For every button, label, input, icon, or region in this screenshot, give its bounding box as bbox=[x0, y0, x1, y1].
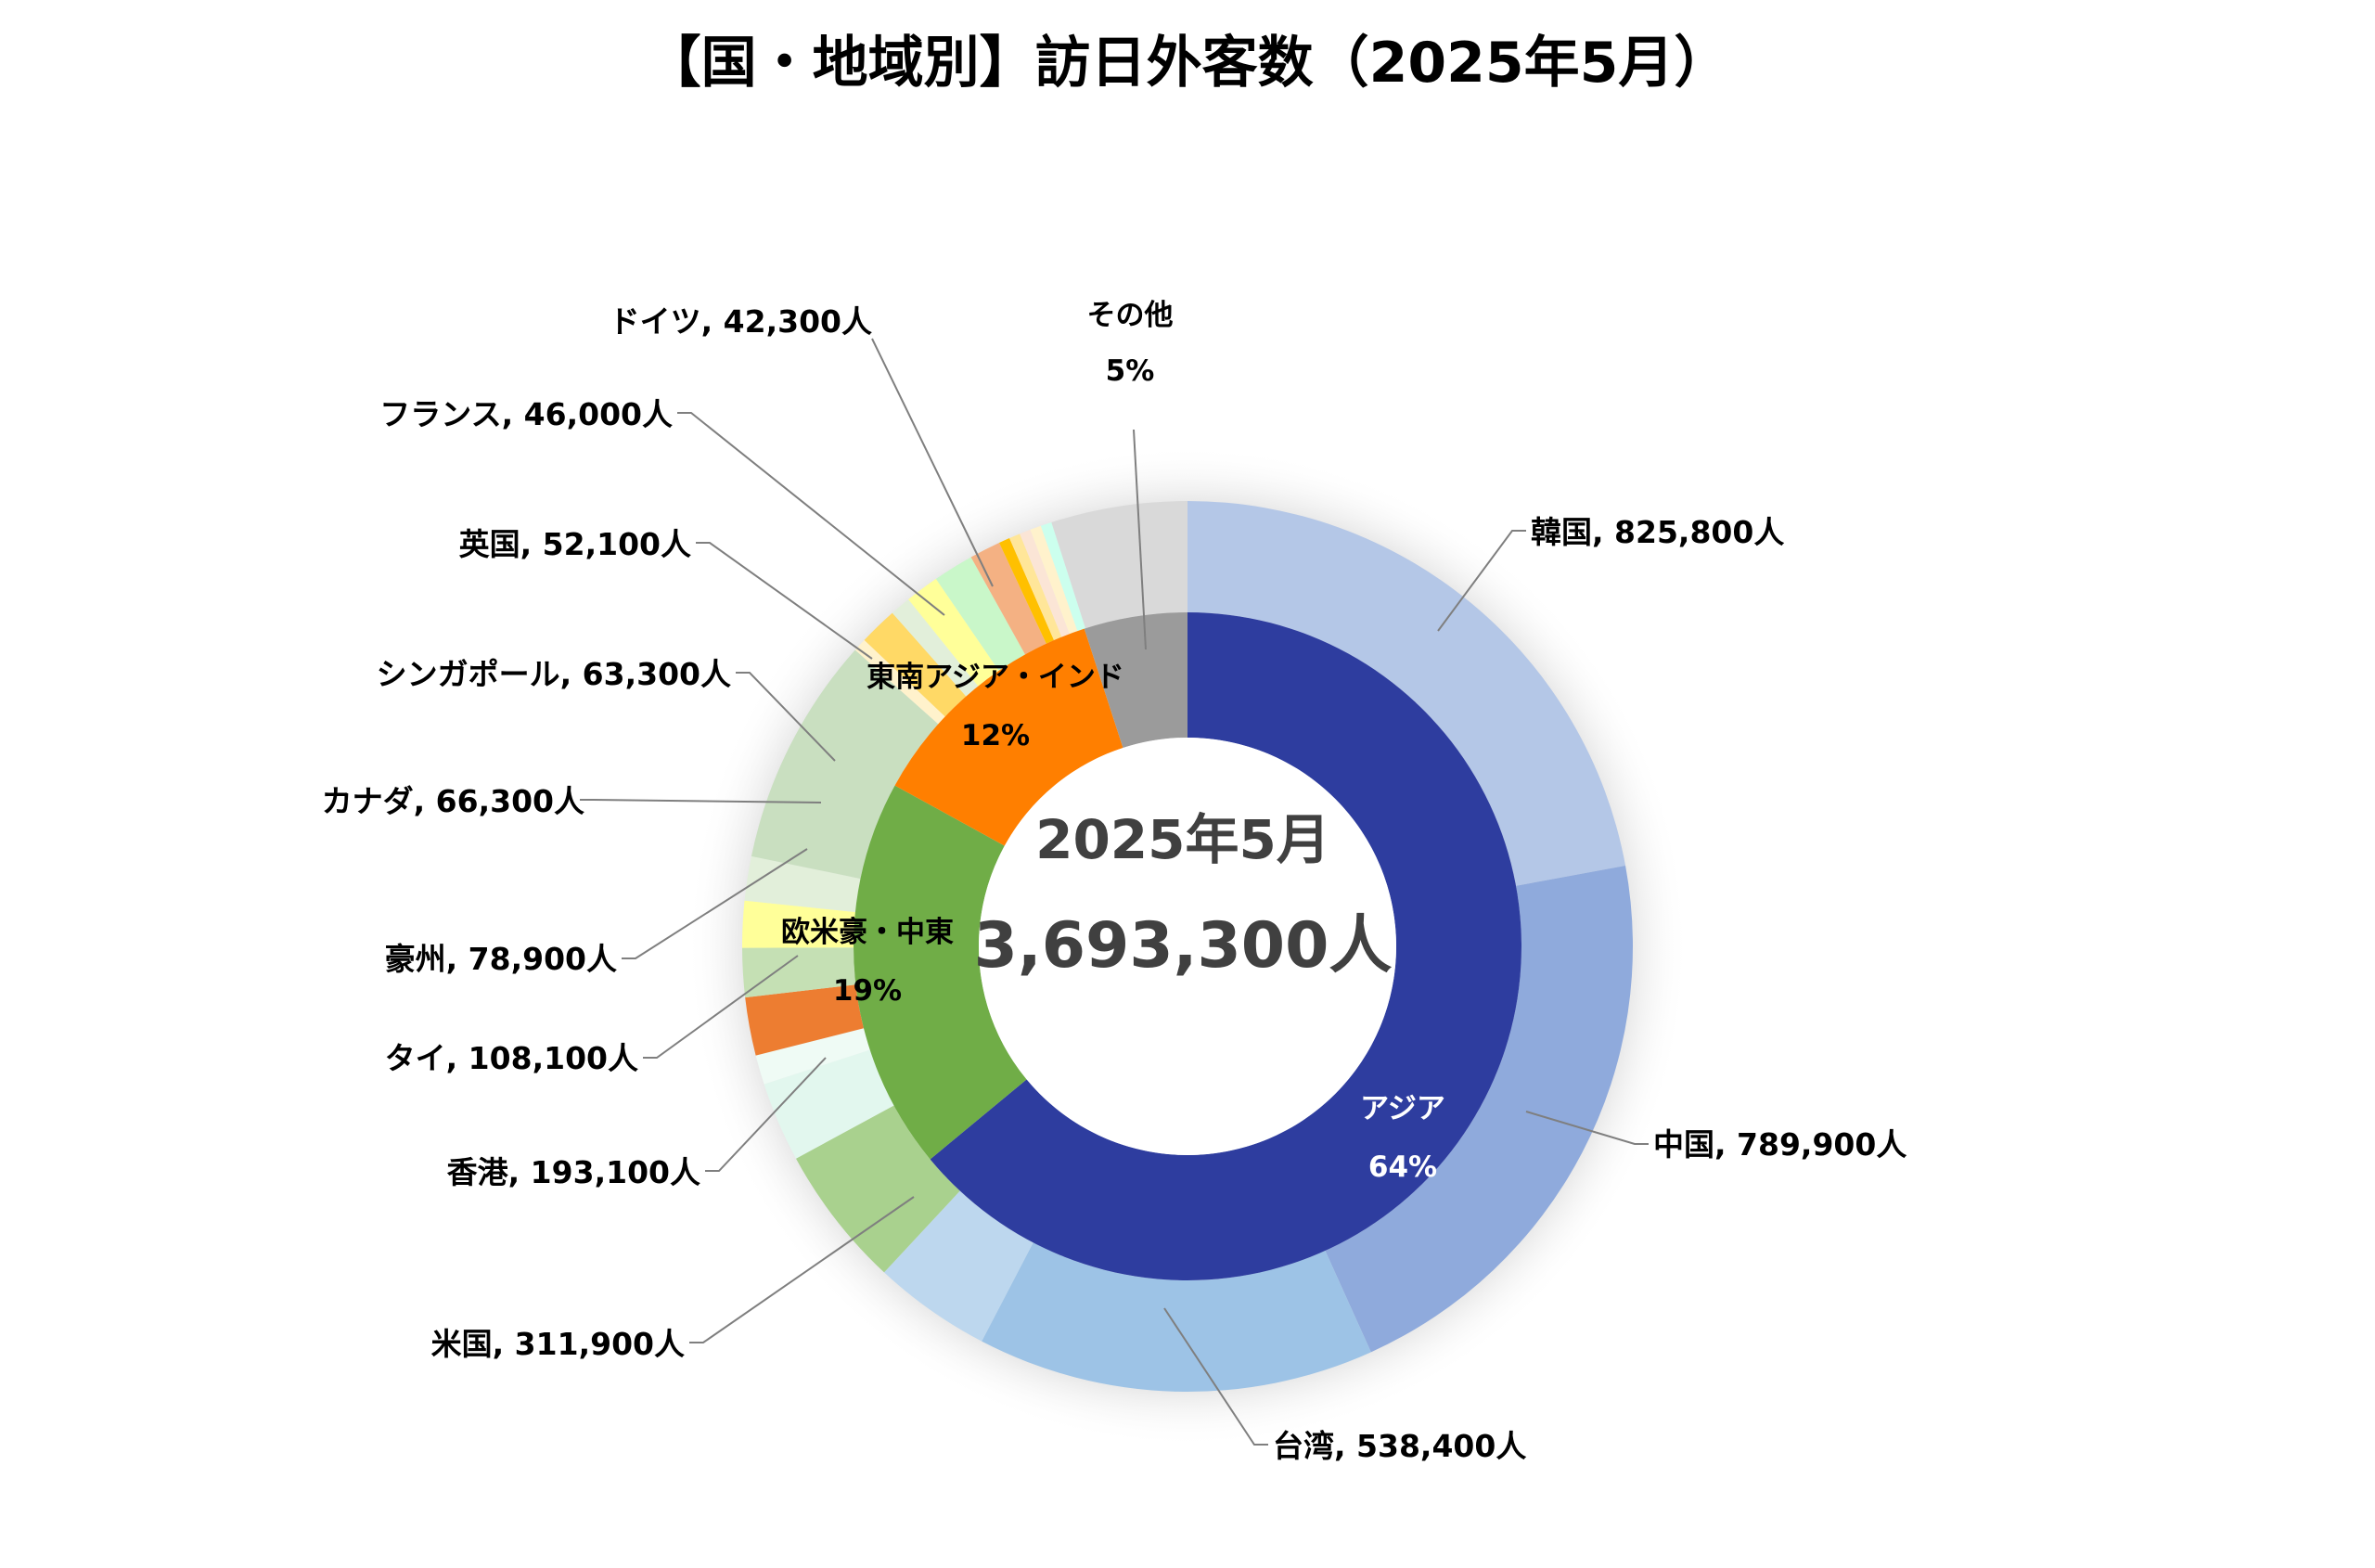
outer-label-1: 中国, 789,900人 bbox=[1653, 1126, 1906, 1163]
outer-label-2: 台湾, 538,400人 bbox=[1273, 1428, 1526, 1464]
outer-label-17: ドイツ, 42,300人 bbox=[610, 303, 872, 340]
outer-label-15: フランス, 46,000人 bbox=[379, 396, 673, 432]
inner-pct-1: 19% bbox=[833, 974, 902, 1008]
outer-slice-19 bbox=[1009, 533, 1062, 641]
outer-label-7: 豪州, 78,900人 bbox=[385, 941, 617, 977]
leader-line-2 bbox=[1163, 1307, 1268, 1446]
outer-slice-17 bbox=[970, 543, 1046, 655]
outer-slice-15 bbox=[908, 578, 999, 687]
inner-pct-3: 5% bbox=[1106, 354, 1155, 388]
leader-line-other bbox=[1133, 429, 1147, 650]
outer-slice-0 bbox=[1188, 501, 1626, 886]
outer-label-0: 韓国, 825,800人 bbox=[1531, 514, 1784, 550]
outer-slice-21 bbox=[1030, 525, 1078, 635]
chart-title: 【国・地域別】訪日外客数（2025年5月） bbox=[646, 31, 1730, 96]
center-month-label: 2025年5月 bbox=[1035, 808, 1330, 871]
leader-lines bbox=[580, 338, 1649, 1446]
outer-slice-18 bbox=[999, 538, 1055, 644]
inner-ring bbox=[854, 612, 1521, 1281]
inner-pct-0: 64% bbox=[1368, 1150, 1437, 1184]
outer-slice-2 bbox=[982, 1242, 1371, 1393]
leader-line-9 bbox=[736, 672, 836, 762]
outer-slice-4 bbox=[795, 1105, 960, 1273]
leader-line-7 bbox=[622, 848, 808, 959]
inner-slice-2 bbox=[894, 628, 1123, 846]
outer-slice-12 bbox=[854, 639, 945, 725]
outer-slice-11 bbox=[751, 649, 939, 880]
inner-label-2: 東南アジア・インド bbox=[867, 661, 1124, 694]
leader-line-0 bbox=[1437, 530, 1526, 632]
outer-label-13: 英国, 52,100人 bbox=[459, 526, 691, 562]
outer-slice-23 bbox=[1051, 501, 1188, 629]
inner-label-0: アジア bbox=[1360, 1092, 1445, 1125]
outer-slice-7 bbox=[745, 984, 864, 1056]
leader-line-8 bbox=[580, 799, 822, 803]
outer-label-4: 香港, 193,100人 bbox=[447, 1154, 700, 1190]
outer-label-5: タイ, 108,100人 bbox=[385, 1040, 638, 1076]
inner-label-3: その他 bbox=[1087, 299, 1174, 332]
inner-slice-0 bbox=[930, 612, 1521, 1281]
inner-pct-2: 12% bbox=[961, 719, 1030, 752]
outer-slice-9 bbox=[742, 900, 855, 948]
leader-line-15 bbox=[677, 412, 945, 616]
inner-slice-1 bbox=[854, 785, 1027, 1160]
outer-slice-8 bbox=[742, 947, 856, 998]
outer-slice-1 bbox=[1325, 866, 1633, 1353]
outer-ring bbox=[742, 501, 1633, 1393]
outer-slice-16 bbox=[935, 557, 1025, 671]
outer-slice-6 bbox=[755, 1028, 870, 1085]
outer-slice-14 bbox=[892, 599, 979, 697]
outer-slice-5 bbox=[764, 1049, 894, 1159]
leader-line-11 bbox=[689, 1196, 915, 1343]
outer-slice-20 bbox=[1020, 529, 1070, 637]
outer-label-11: 米国, 311,900人 bbox=[431, 1326, 685, 1362]
leader-line-1 bbox=[1525, 1111, 1649, 1145]
inner-label-1: 欧米豪・中東 bbox=[781, 916, 954, 949]
outer-label-8: カナダ, 66,300人 bbox=[322, 783, 584, 819]
leader-line-5 bbox=[643, 955, 799, 1059]
leader-line-13 bbox=[696, 542, 873, 660]
leader-line-4 bbox=[705, 1057, 827, 1172]
outer-label-9: シンガポール, 63,300人 bbox=[377, 656, 731, 692]
outer-slice-3 bbox=[884, 1190, 1033, 1342]
inner-slice-3 bbox=[1084, 612, 1188, 749]
donut-hole bbox=[979, 738, 1396, 1155]
center-total-label: 3,693,300人 bbox=[974, 909, 1393, 983]
outer-slice-22 bbox=[1040, 521, 1086, 632]
outer-slice-13 bbox=[864, 612, 967, 717]
leader-line-17 bbox=[871, 338, 994, 587]
